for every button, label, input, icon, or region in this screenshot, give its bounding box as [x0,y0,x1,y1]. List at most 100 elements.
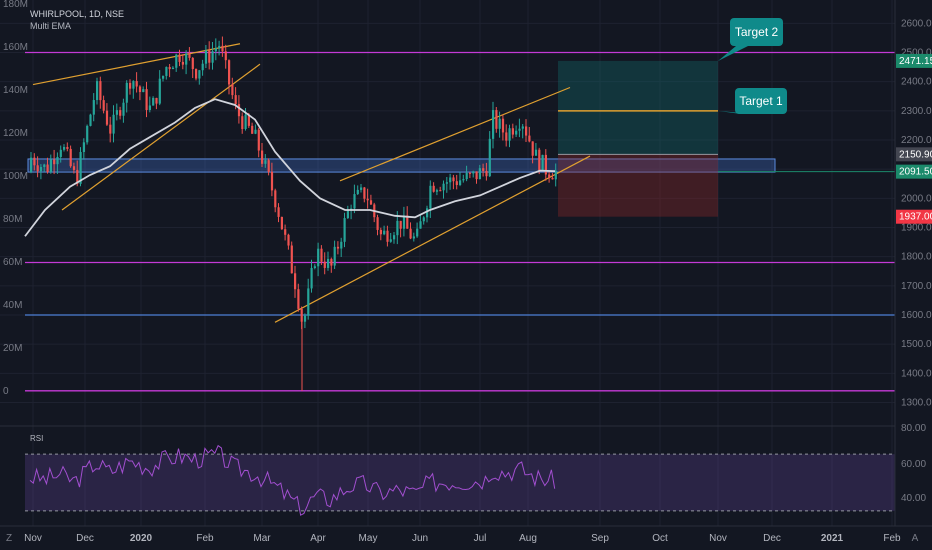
candle-body [412,236,415,239]
candle-body [33,157,36,166]
volume-tick-3: 120M [3,128,28,139]
candle-body [429,185,432,209]
candle-body [313,266,316,268]
trendline-1 [61,63,261,211]
candle-body [317,248,320,267]
candle-body [320,248,323,262]
candle-body [208,50,211,63]
candle-body [495,110,498,129]
candle-body [323,261,326,268]
candle-body [455,181,458,185]
candle-body [244,114,247,130]
candle-body [211,51,214,63]
price-tick-4: 2200.00 [901,135,932,146]
candle-body [122,102,125,116]
candle-body [459,180,462,185]
candle-body [376,217,379,230]
candle-body [168,67,171,70]
time-tick-5: Apr [310,533,326,544]
price-tick-9: 1700.00 [901,281,932,292]
candle-body [426,208,429,218]
candle-body [79,151,82,184]
candle-body [508,128,511,141]
candle-body [251,125,254,134]
time-tick-0: Nov [24,533,42,544]
volume-tick-2: 140M [3,85,28,96]
price-tick-2: 2400.00 [901,77,932,88]
candle-body [162,75,165,79]
candle-body [399,220,402,229]
candle-body [254,129,257,134]
price-badge-bg-3 [896,209,932,224]
indicator-label[interactable]: Multi EMA [30,21,72,31]
price-badge-1: 2150.90 [899,149,932,160]
candle-body [214,48,217,52]
candle-body [488,138,491,177]
candle-body [472,171,475,174]
horizontal-levels[interactable] [25,51,895,392]
volume-tick-0: 180M [3,0,28,10]
candle-body [475,171,478,180]
price-tick-12: 1400.00 [901,368,932,379]
candle-body [274,190,277,208]
candle-body [218,45,221,49]
candle-body [327,258,330,268]
candle-body [142,89,145,93]
candle-body [482,168,485,171]
volume-tick-9: 0 [3,386,9,397]
candle-body [171,67,175,70]
candle-body [125,82,128,103]
candle-body [501,118,505,133]
candle-body [287,234,290,246]
candle-body [247,114,250,126]
candle-body [336,246,340,249]
candle-body [307,288,310,316]
candle-body [43,164,46,168]
candle-body [343,218,346,242]
candle-body [379,229,382,235]
candle-body [152,97,155,106]
candle-body [360,187,363,190]
rsi-label[interactable]: RSI [30,434,44,443]
candle-body [56,156,59,165]
callout-box-target2 [730,18,783,46]
zoom-icon[interactable]: Z [6,533,12,544]
candle-body [115,110,118,115]
symbol-title: WHIRLPOOL, 1D, NSE [30,9,125,19]
candle-body [188,53,191,58]
candle-body [541,154,544,172]
candle-body [99,81,102,101]
trade-zones[interactable] [27,60,895,217]
candle-body [92,100,95,115]
candle-body [353,194,356,209]
time-tick-10: Sep [591,533,609,544]
ema-line-path [24,98,556,237]
candle-body [340,241,343,249]
candle-body [419,221,422,229]
candle-body [432,185,435,192]
time-tick-2: 2020 [130,533,153,544]
candle-body [201,63,204,71]
candle-body [366,198,369,201]
candle-body [310,267,313,289]
trendlines[interactable] [32,43,591,323]
price-badge-bg-0 [896,53,932,68]
support-zone [27,158,776,173]
candle-body [528,135,531,142]
candle-body [303,315,307,322]
candle-body [396,220,399,236]
auto-scale-icon[interactable]: A [912,533,919,544]
callouts[interactable]: Target 2 Target 1 [718,18,787,114]
candle-body [409,228,412,239]
price-tick-3: 2300.00 [901,106,932,117]
candle-body [86,125,89,143]
candle-body [330,258,333,266]
candle-body [478,168,481,180]
candle-body [102,100,105,111]
candle-body [36,165,39,172]
candle-body [465,172,468,180]
time-tick-12: Nov [709,533,727,544]
candle-body [538,149,541,172]
stop-zone [558,154,718,217]
